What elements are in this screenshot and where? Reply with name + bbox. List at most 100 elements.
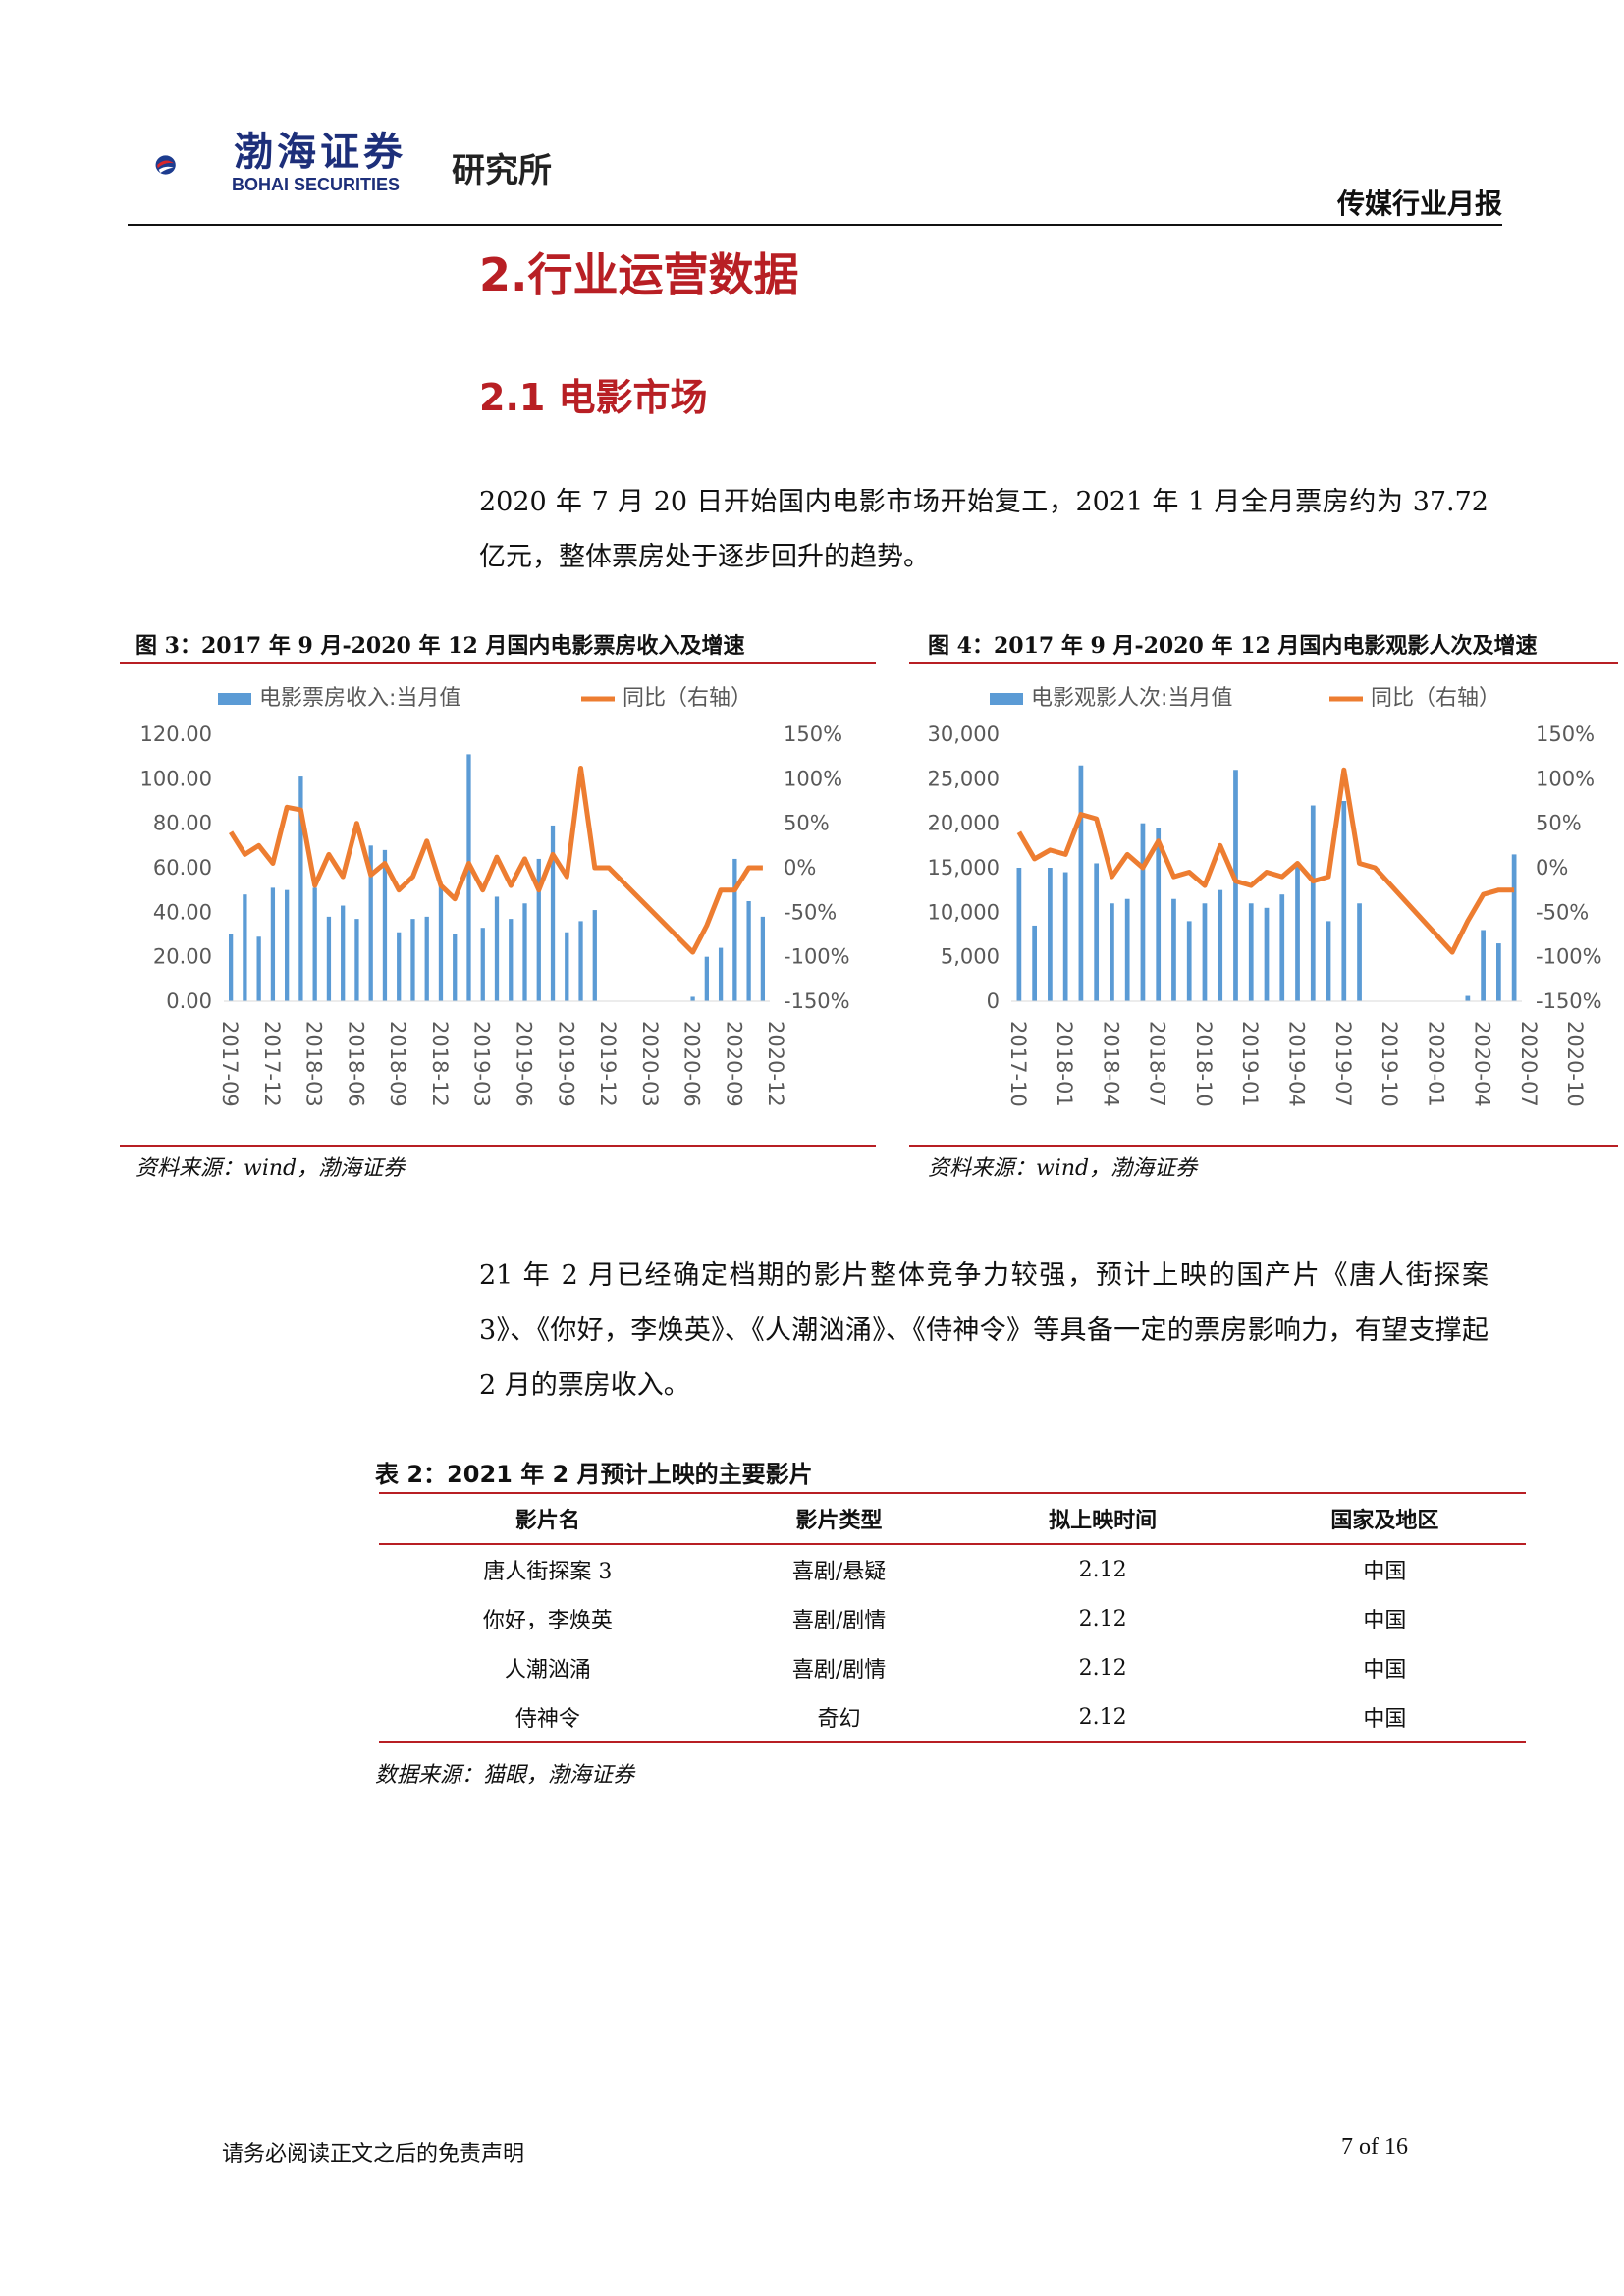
bar [746,901,751,1001]
bar [536,858,541,1001]
y-tick-label: 25,000 [928,767,1000,790]
bar [690,996,695,1001]
y-tick-label: 15,000 [928,856,1000,880]
table-source: 数据来源：猫眼，渤海证券 [375,1763,635,1788]
brand-name-en: BOHAI SECURITIES [232,175,401,194]
brand-name-cn: 渤海证券 [234,130,406,175]
x-tick-label: 2018-12 [428,1021,452,1107]
institute-label: 研究所 [452,151,552,190]
bar [243,894,247,1001]
yoy-line [228,766,763,955]
legend-bar-swatch [218,693,251,705]
bar [382,849,388,1001]
chart-legend: 电影观影人次:当月值 同比（右轴） [990,686,1500,711]
x-tick-label: 2019-03 [470,1021,494,1107]
bar [1295,863,1300,1001]
y2-tick-label: -100% [784,945,850,969]
bar [1357,903,1362,1001]
y-tick-label: 10,000 [928,900,1000,924]
cell-genre: 奇幻 [716,1692,962,1743]
film-table: 影片名 影片类型 拟上映时间 国家及地区 唐人街探案 3 喜剧/悬疑 2.12 … [379,1492,1526,1743]
bar [1140,823,1146,1001]
cell-genre: 喜剧/剧情 [791,1609,887,1633]
x-tick-label: 2018-07 [1146,1021,1169,1107]
bar [1496,943,1501,1001]
y2-tick-label: 50% [784,812,830,835]
bar [1032,925,1037,1001]
bar [341,905,346,1001]
bar [578,921,583,1001]
x-tick-label: 2020-12 [764,1021,787,1107]
cell-release: 2.12 [1078,1606,1127,1631]
x-tick-label: 2018-06 [344,1021,367,1107]
disclaimer-note: 请务必阅读正文之后的免责声明 [222,2142,525,2166]
bar [1171,898,1176,1001]
bar [565,932,569,1001]
bar [1248,903,1254,1001]
bar [1094,863,1100,1001]
box-office-chart: 电影票房收入:当月值 同比（右轴） 120.00 100.00 80.00 60.00 40… [140,686,850,1107]
table-title: 表 2：2021 年 2 月预计上映的主要影片 [375,1461,813,1488]
bar [1016,868,1022,1001]
bar [270,887,276,1001]
header-divider [128,224,1502,226]
cell-region: 中国 [1363,1658,1407,1682]
x-tick-label: 2020-01 [1424,1021,1447,1107]
x-tick-label: 2019-06 [513,1021,536,1107]
y2-tick-label: 0% [784,856,816,880]
figure-4-caption: 图 4：2017 年 9 月-2020 年 12 月国内电影观影人次及增速 [928,633,1538,659]
x-tick-label: 2020-04 [1471,1021,1494,1107]
bar [256,936,261,1001]
y-tick-label: 40.00 [153,900,212,924]
y2-tick-label: 100% [784,767,842,790]
table-row: 人潮汹涌 喜剧/剧情 2.12 中国 [379,1643,1526,1692]
y-tick-label: 100.00 [140,767,212,790]
bar [1233,770,1238,1001]
legend-line-label: 同比（右轴） [623,686,752,711]
legend-bar-label: 电影票房收入:当月值 [259,686,460,711]
y2-tick-label: 100% [1536,767,1595,790]
y-tick-label: 120.00 [140,722,212,746]
bar [466,754,471,1001]
bar [453,934,458,1001]
bar [285,889,290,1001]
cell-genre: 喜剧/悬疑 [791,1560,887,1584]
bar [1279,894,1285,1001]
bar [298,776,303,1001]
bar [438,885,444,1001]
section-title: 2.行业运营数据 [479,248,799,301]
bar [1186,921,1192,1001]
y2-tick-label: -100% [1536,945,1602,969]
y-tick-label: 0.00 [166,989,212,1013]
bar [1218,889,1223,1001]
figure-3-caption: 图 3：2017 年 9 月-2020 年 12 月国内电影票房收入及增速 [135,633,745,659]
bar [397,932,402,1001]
x-tick-label: 2017-12 [260,1021,284,1107]
y2-tick-label: -50% [784,900,837,924]
bar [1465,995,1471,1001]
cell-region: 中国 [1363,1560,1407,1584]
figure-3-bottom-rule [120,1145,876,1147]
bohai-logo [155,155,176,175]
x-tick-label: 2020-09 [722,1021,745,1107]
bar [228,934,234,1001]
figure-4-top-rule [909,662,1618,664]
table-row: 唐人街探案 3 喜剧/悬疑 2.12 中国 [379,1544,1526,1594]
bar [1341,801,1347,1001]
x-tick-label: 2018-01 [1053,1021,1076,1107]
y2-tick-label: 0% [1536,856,1568,880]
cell-release: 2.12 [1078,1557,1127,1582]
y2-tick-label: -50% [1536,900,1589,924]
x-tick-label: 2019-01 [1238,1021,1262,1107]
bar [732,858,737,1001]
cell-film: 侍神令 [379,1692,717,1743]
x-tick-label: 2019-09 [554,1021,577,1107]
cell-release: 2.12 [1078,1655,1127,1681]
x-tick-label: 2020-07 [1517,1021,1541,1107]
bar [592,910,597,1001]
x-tick-label: 2020-10 [1563,1021,1587,1107]
x-tick-label: 2018-09 [386,1021,409,1107]
bar [509,919,514,1001]
bar [1511,854,1517,1001]
bar-series [1016,765,1517,1001]
